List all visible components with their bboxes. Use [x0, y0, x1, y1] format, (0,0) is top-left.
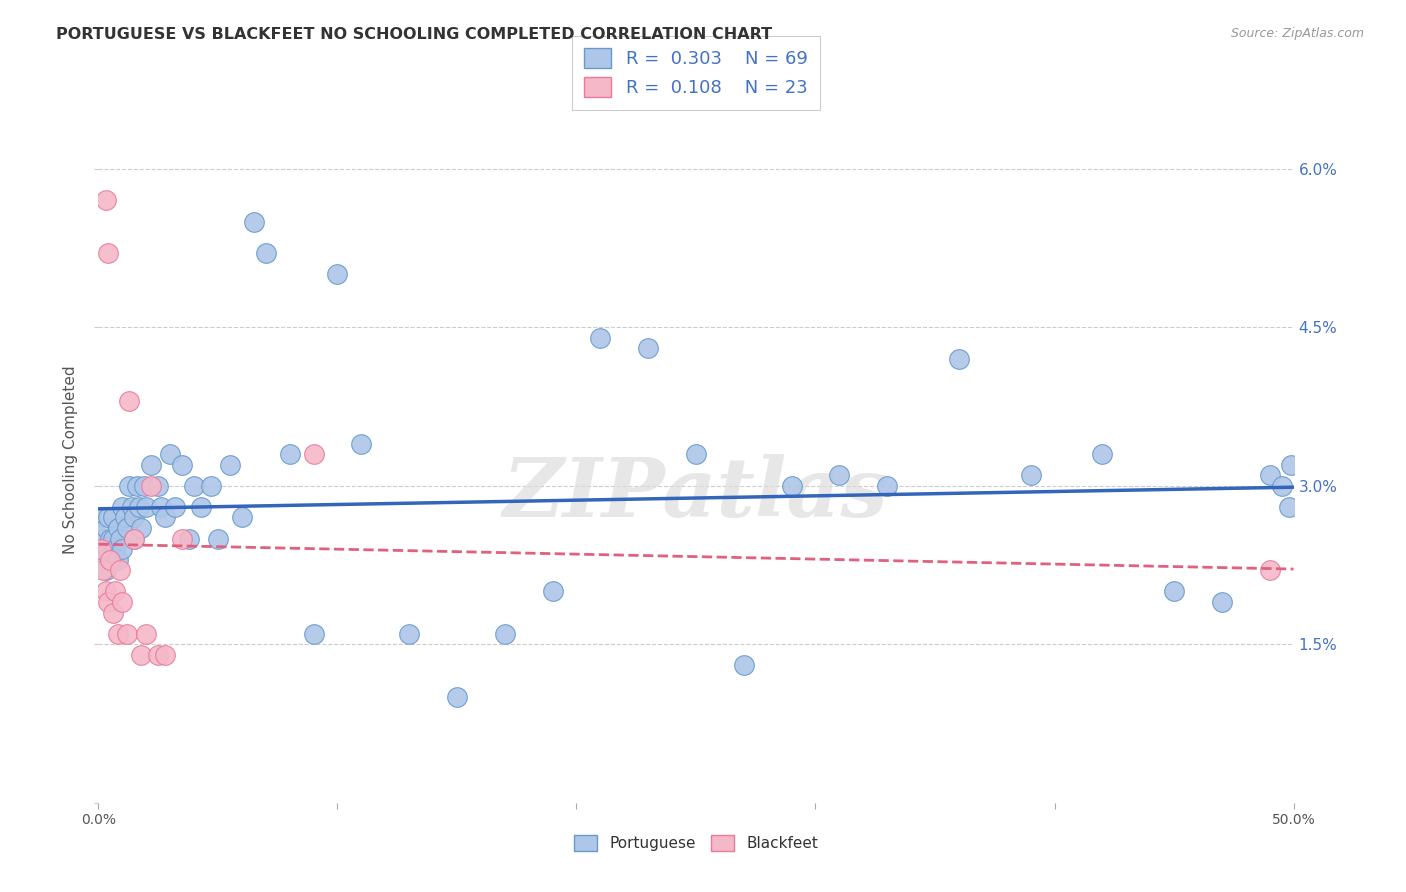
Point [118, 479, 141, 493]
Point [948, 351, 970, 366]
Point [254, 246, 277, 260]
Point [135, 626, 157, 640]
Point [302, 626, 325, 640]
Legend: Portuguese, Blackfeet: Portuguese, Blackfeet [568, 829, 824, 857]
Point [207, 532, 229, 546]
Point [132, 479, 155, 493]
Point [155, 510, 177, 524]
Point [91, 532, 114, 546]
Point [90, 542, 112, 557]
Point [685, 447, 707, 461]
Point [91, 563, 114, 577]
Point [139, 458, 162, 472]
Text: ZIPatlas: ZIPatlas [503, 454, 889, 533]
Point [179, 532, 201, 546]
Point [231, 510, 253, 524]
Point [159, 447, 181, 461]
Point [107, 521, 129, 535]
Text: Source: ZipAtlas.com: Source: ZipAtlas.com [1230, 27, 1364, 40]
Point [124, 532, 146, 546]
Point [828, 468, 851, 483]
Point [243, 214, 266, 228]
Point [183, 479, 205, 493]
Point [139, 479, 162, 493]
Point [107, 553, 129, 567]
Point [541, 584, 564, 599]
Point [148, 479, 170, 493]
Point [115, 626, 138, 640]
Point [108, 563, 131, 577]
Point [125, 479, 148, 493]
Point [398, 626, 420, 640]
Point [172, 532, 194, 546]
Point [94, 584, 117, 599]
Point [124, 532, 146, 546]
Point [128, 500, 150, 514]
Point [172, 458, 194, 472]
Point [94, 194, 117, 208]
Point [200, 479, 222, 493]
Point [149, 500, 172, 514]
Point [121, 500, 143, 514]
Point [97, 510, 120, 524]
Point [101, 510, 124, 524]
Point [326, 268, 349, 282]
Point [108, 532, 131, 546]
Point [1019, 468, 1042, 483]
Point [98, 553, 122, 567]
Point [90, 542, 112, 557]
Point [1258, 468, 1281, 483]
Point [1258, 563, 1281, 577]
Point [190, 500, 212, 514]
Point [219, 458, 242, 472]
Point [1211, 595, 1233, 609]
Point [111, 500, 134, 514]
Point [131, 521, 153, 535]
Point [148, 648, 170, 662]
Text: PORTUGUESE VS BLACKFEET NO SCHOOLING COMPLETED CORRELATION CHART: PORTUGUESE VS BLACKFEET NO SCHOOLING COM… [56, 27, 772, 42]
Point [1163, 584, 1185, 599]
Y-axis label: No Schooling Completed: No Schooling Completed [63, 365, 79, 554]
Point [124, 510, 146, 524]
Point [637, 342, 659, 356]
Point [94, 521, 117, 535]
Point [155, 648, 177, 662]
Point [114, 510, 136, 524]
Point [98, 553, 122, 567]
Point [98, 532, 122, 546]
Point [97, 595, 120, 609]
Point [1278, 500, 1301, 514]
Point [115, 521, 138, 535]
Point [97, 246, 120, 260]
Point [446, 690, 468, 705]
Point [135, 500, 157, 514]
Point [733, 658, 755, 673]
Point [104, 542, 127, 557]
Point [111, 542, 134, 557]
Point [1091, 447, 1114, 461]
Point [589, 331, 612, 345]
Point [101, 532, 124, 546]
Point [302, 447, 325, 461]
Point [494, 626, 516, 640]
Point [350, 436, 373, 450]
Point [1279, 458, 1302, 472]
Point [780, 479, 803, 493]
Point [91, 553, 114, 567]
Point [278, 447, 301, 461]
Point [107, 626, 129, 640]
Point [163, 500, 186, 514]
Point [90, 510, 112, 524]
Point [94, 563, 117, 577]
Point [101, 606, 124, 620]
Point [111, 595, 134, 609]
Point [97, 542, 120, 557]
Point [118, 394, 141, 409]
Point [104, 584, 127, 599]
Point [876, 479, 898, 493]
Point [1271, 479, 1294, 493]
Point [131, 648, 153, 662]
